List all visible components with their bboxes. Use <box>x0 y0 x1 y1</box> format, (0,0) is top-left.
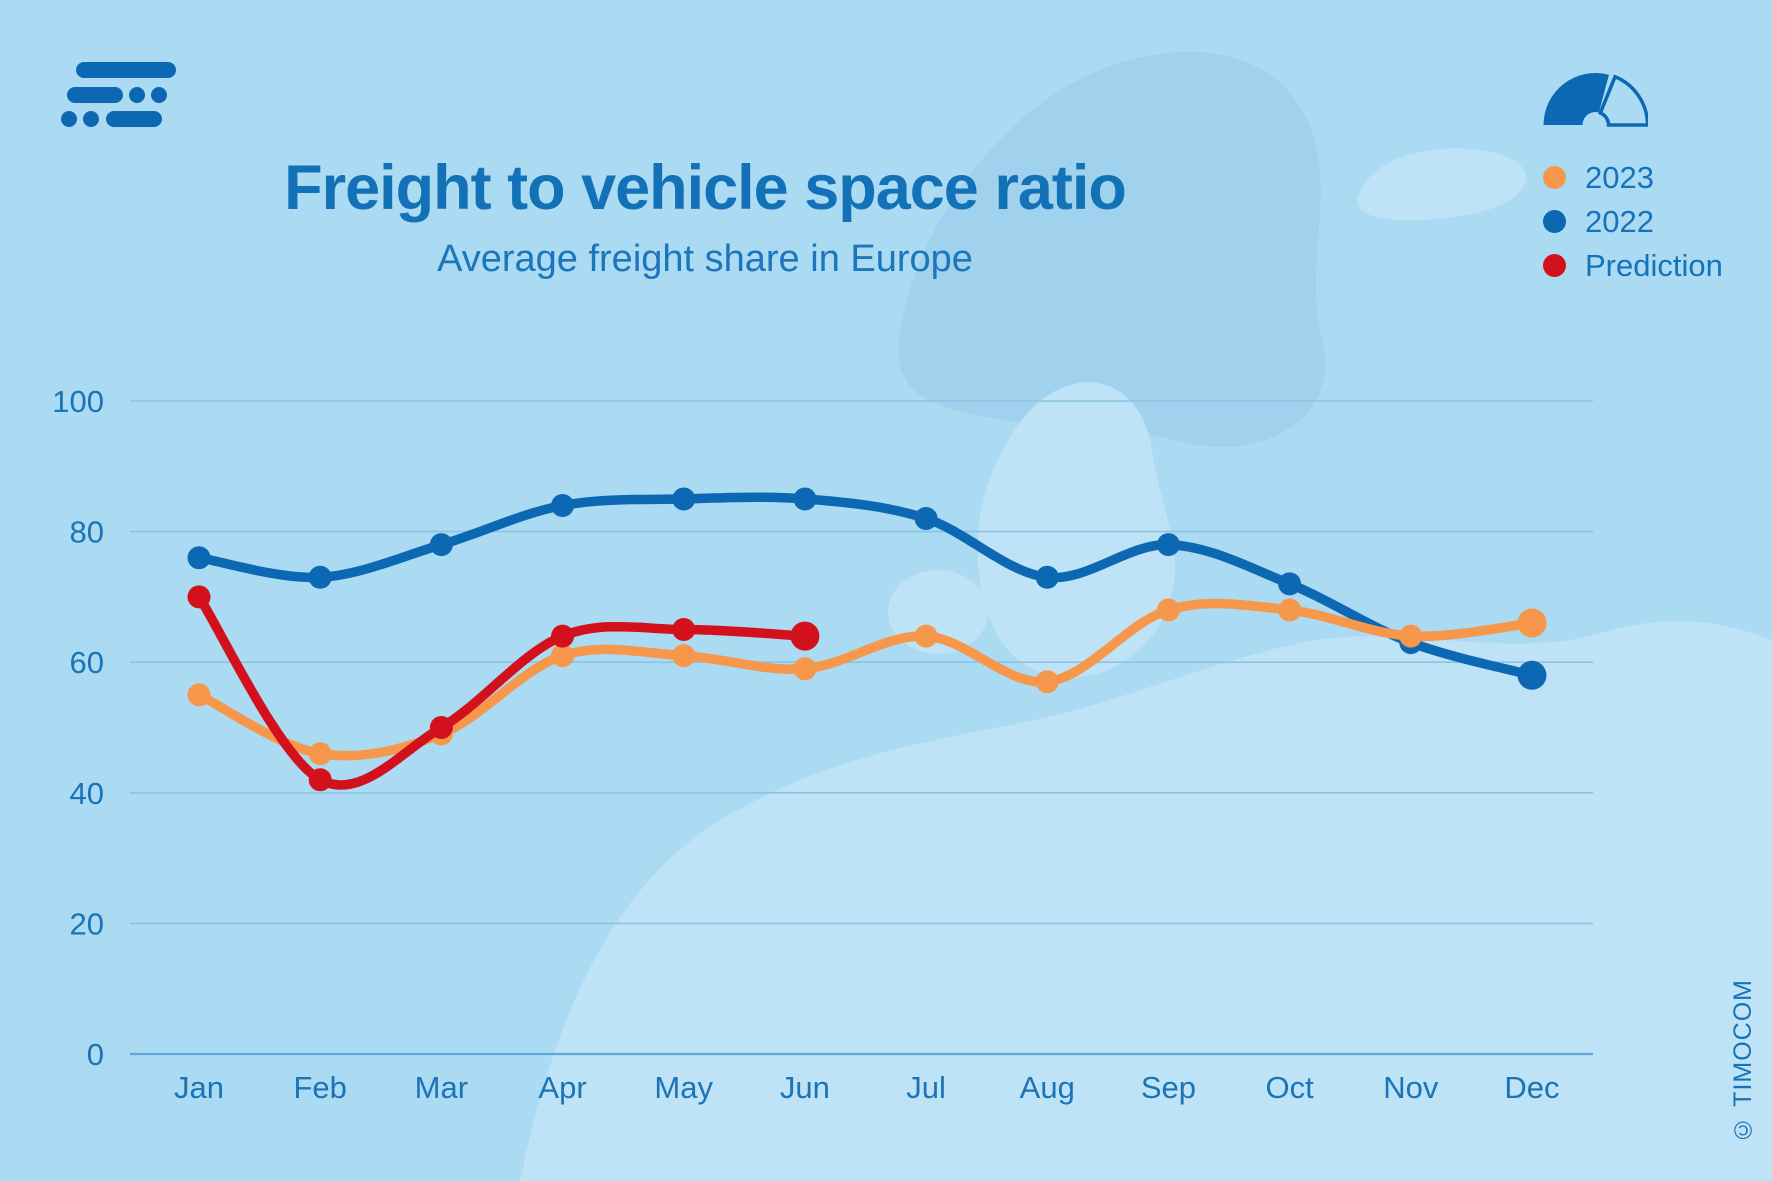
data-point-2023-oct <box>1278 598 1302 622</box>
data-point-prediction-apr <box>551 624 575 648</box>
map-continent-shape <box>520 621 1772 1181</box>
legend-dot-2023-icon <box>1543 166 1566 189</box>
data-point-2022-apr <box>551 493 575 517</box>
y-tick-label-60: 60 <box>70 645 104 680</box>
series-line-2022 <box>194 492 1537 681</box>
gauge-outline-sector <box>1598 74 1648 127</box>
x-tick-label-apr: Apr <box>538 1070 586 1105</box>
x-tick-label-jun: Jun <box>780 1070 830 1105</box>
data-point-prediction-may <box>672 618 696 642</box>
data-point-2022-sep <box>1156 533 1180 557</box>
x-tick-label-feb: Feb <box>293 1070 346 1105</box>
copyright-note: © TIMOCOM <box>1729 978 1757 1143</box>
y-tick-label-100: 100 <box>52 384 104 419</box>
chart-legend: 2023 2022 Prediction <box>1543 162 1723 281</box>
legend-label-2023: 2023 <box>1585 160 1654 195</box>
data-point-2022-jun <box>793 487 817 511</box>
map-iceland-shape <box>1357 148 1526 221</box>
chart-header: Freight to vehicle space ratio Average f… <box>120 152 1290 281</box>
x-tick-label-sep: Sep <box>1141 1070 1196 1105</box>
page-subtitle: Average freight share in Europe <box>437 238 973 280</box>
x-tick-label-jan: Jan <box>174 1070 224 1105</box>
legend-dot-2022-icon <box>1543 210 1566 233</box>
data-point-2023-sep <box>1156 598 1180 622</box>
x-tick-label-dec: Dec <box>1504 1070 1559 1105</box>
x-tick-label-oct: Oct <box>1266 1070 1315 1105</box>
x-tick-label-nov: Nov <box>1383 1070 1439 1105</box>
data-point-2023-may <box>672 644 696 668</box>
x-tick-label-aug: Aug <box>1020 1070 1075 1105</box>
y-tick-label-40: 40 <box>70 776 104 811</box>
data-point-2022-aug <box>1035 565 1059 589</box>
y-tick-label-0: 0 <box>87 1037 104 1072</box>
page-title: Freight to vehicle space ratio <box>284 153 1127 223</box>
data-point-2023-jan <box>187 683 211 707</box>
legend-label-2022: 2022 <box>1585 204 1654 239</box>
series-line-2023 <box>194 598 1537 761</box>
data-point-2022-dec <box>1517 660 1547 690</box>
legend-dot-prediction-icon <box>1543 254 1566 277</box>
data-point-2023-jun <box>793 657 817 681</box>
x-tick-label-jul: Jul <box>906 1070 946 1105</box>
data-point-2023-feb <box>308 742 332 766</box>
data-point-2023-dec <box>1517 608 1547 638</box>
data-point-2022-feb <box>308 565 332 589</box>
x-tick-label-mar: Mar <box>415 1070 468 1105</box>
legend-item-2022: 2022 <box>1543 206 1723 237</box>
data-point-2022-oct <box>1278 572 1302 596</box>
data-point-2022-mar <box>429 533 453 557</box>
data-point-2023-jul <box>914 624 938 648</box>
gauge-filled-sector <box>1543 72 1609 125</box>
data-point-2022-may <box>672 487 696 511</box>
data-point-2023-aug <box>1035 670 1059 694</box>
legend-label-prediction: Prediction <box>1585 248 1723 283</box>
data-point-prediction-jun <box>790 621 820 651</box>
data-point-prediction-mar <box>429 716 453 739</box>
x-tick-label-may: May <box>654 1070 713 1105</box>
data-point-2022-jul <box>914 507 938 531</box>
map-scandinavia-shape <box>898 51 1326 447</box>
legend-item-2023: 2023 <box>1543 162 1723 193</box>
data-point-2023-apr <box>551 644 575 668</box>
gauge-icon <box>1543 72 1648 127</box>
data-point-2023-nov <box>1399 624 1423 648</box>
data-point-prediction-feb <box>308 768 332 792</box>
data-point-2022-jan <box>187 546 211 570</box>
legend-item-prediction: Prediction <box>1543 250 1723 281</box>
timocom-logo-icon <box>61 62 176 127</box>
map-uk-shape <box>977 382 1175 678</box>
y-tick-label-80: 80 <box>70 515 104 550</box>
y-tick-label-20: 20 <box>70 906 104 941</box>
data-point-prediction-jan <box>187 585 211 609</box>
